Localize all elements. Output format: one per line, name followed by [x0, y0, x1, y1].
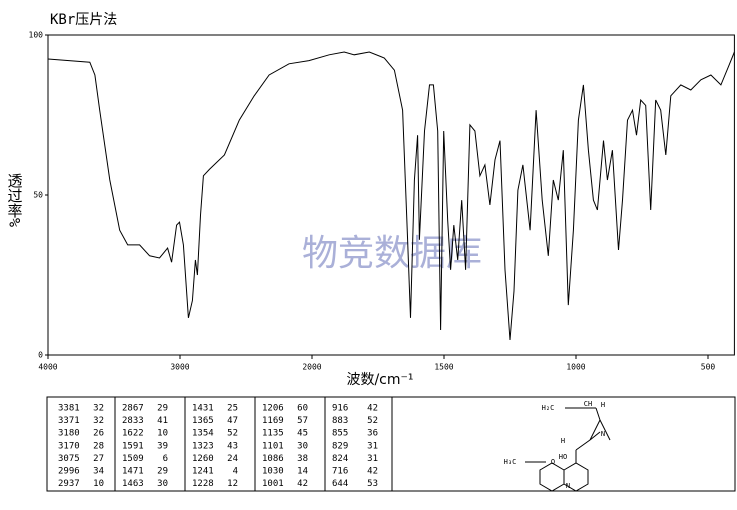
peak-wavenumber: 1431 [192, 404, 214, 414]
peak-transmittance: 10 [93, 479, 104, 489]
peak-transmittance: 47 [227, 416, 238, 426]
peak-transmittance: 29 [157, 467, 168, 477]
peak-transmittance: 52 [367, 416, 378, 426]
structure-label: N [601, 430, 605, 438]
peak-transmittance: 41 [157, 416, 168, 426]
peak-transmittance: 53 [367, 479, 378, 489]
peak-wavenumber: 1135 [262, 429, 284, 439]
x-tick-label: 3000 [170, 363, 189, 372]
peak-transmittance: 30 [157, 479, 168, 489]
peak-transmittance: 31 [367, 454, 378, 464]
x-axis-label: 波数/cm⁻¹ [346, 372, 413, 388]
peak-transmittance: 30 [297, 441, 308, 451]
structure-label: H [561, 437, 565, 445]
peak-transmittance: 42 [297, 479, 308, 489]
peak-wavenumber: 1471 [122, 467, 144, 477]
peak-wavenumber: 716 [332, 467, 348, 477]
peak-wavenumber: 1323 [192, 441, 214, 451]
peak-wavenumber: 883 [332, 416, 348, 426]
peak-wavenumber: 1365 [192, 416, 214, 426]
y-axis-label: 透过率% [6, 173, 24, 227]
peak-transmittance: 12 [227, 479, 238, 489]
peak-transmittance: 36 [367, 429, 378, 439]
y-tick-label: 50 [33, 191, 43, 200]
structure-label: N [566, 482, 570, 490]
peak-transmittance: 43 [227, 441, 238, 451]
peak-wavenumber: 644 [332, 479, 348, 489]
peak-wavenumber: 3075 [58, 454, 80, 464]
peak-transmittance: 42 [367, 467, 378, 477]
structure-label: H [601, 401, 605, 409]
x-tick-label: 1000 [566, 363, 585, 372]
peak-wavenumber: 2833 [122, 416, 144, 426]
peak-wavenumber: 3371 [58, 416, 80, 426]
peak-wavenumber: 829 [332, 441, 348, 451]
plot-frame [47, 34, 735, 356]
peak-wavenumber: 1228 [192, 479, 214, 489]
x-tick-label: 1500 [434, 363, 453, 372]
peak-wavenumber: 3180 [58, 429, 80, 439]
peak-wavenumber: 916 [332, 404, 348, 414]
peak-transmittance: 27 [93, 454, 104, 464]
peak-wavenumber: 1591 [122, 441, 144, 451]
peak-transmittance: 38 [297, 454, 308, 464]
structure-label: O [551, 458, 555, 466]
peak-wavenumber: 1169 [262, 416, 284, 426]
peak-transmittance: 6 [163, 454, 168, 464]
peak-wavenumber: 2996 [58, 467, 80, 477]
peak-transmittance: 57 [297, 416, 308, 426]
peak-wavenumber: 2867 [122, 404, 144, 414]
peak-transmittance: 42 [367, 404, 378, 414]
peak-transmittance: 25 [227, 404, 238, 414]
peak-transmittance: 4 [233, 467, 238, 477]
peak-wavenumber: 1260 [192, 454, 214, 464]
peak-transmittance: 29 [157, 404, 168, 414]
peak-transmittance: 10 [157, 429, 168, 439]
peak-wavenumber: 1241 [192, 467, 214, 477]
x-tick-label: 4000 [38, 363, 57, 372]
peak-transmittance: 32 [93, 416, 104, 426]
structure-label: CH [584, 400, 592, 408]
peak-wavenumber: 1206 [262, 404, 284, 414]
peak-transmittance: 45 [297, 429, 308, 439]
table-frame [46, 396, 736, 492]
peak-wavenumber: 2937 [58, 479, 80, 489]
peak-wavenumber: 1001 [262, 479, 284, 489]
peak-transmittance: 60 [297, 404, 308, 414]
peak-wavenumber: 1030 [262, 467, 284, 477]
peak-wavenumber: 1463 [122, 479, 144, 489]
peak-transmittance: 32 [93, 404, 104, 414]
peak-wavenumber: 3381 [58, 404, 80, 414]
structure-drawing [525, 407, 611, 492]
peak-wavenumber: 1509 [122, 454, 144, 464]
x-tick-label: 2000 [302, 363, 321, 372]
structure-label: HO [559, 453, 567, 461]
peak-transmittance: 34 [93, 467, 104, 477]
peak-transmittance: 26 [93, 429, 104, 439]
peak-wavenumber: 824 [332, 454, 348, 464]
x-tick-label: 500 [701, 363, 716, 372]
peak-wavenumber: 3170 [58, 441, 80, 451]
peak-wavenumber: 1622 [122, 429, 144, 439]
peak-wavenumber: 1086 [262, 454, 284, 464]
peak-transmittance: 28 [93, 441, 104, 451]
peak-transmittance: 14 [297, 467, 308, 477]
y-tick-label: 0 [38, 351, 43, 360]
peak-transmittance: 31 [367, 441, 378, 451]
spectrum-line [47, 51, 735, 341]
peak-wavenumber: 1101 [262, 441, 284, 451]
peak-wavenumber: 1354 [192, 429, 214, 439]
peak-transmittance: 39 [157, 441, 168, 451]
peak-transmittance: 24 [227, 454, 238, 464]
peak-transmittance: 52 [227, 429, 238, 439]
y-tick-label: 100 [29, 31, 44, 40]
structure-label: H₃C [504, 458, 517, 466]
structure-label: H₂C [542, 404, 555, 412]
chart-title: KBr压片法 [50, 12, 117, 28]
peak-wavenumber: 855 [332, 429, 348, 439]
